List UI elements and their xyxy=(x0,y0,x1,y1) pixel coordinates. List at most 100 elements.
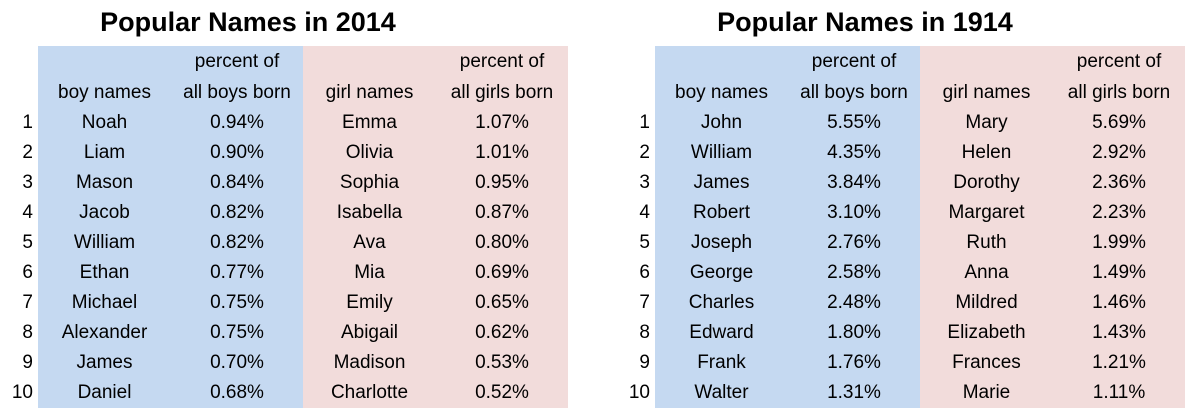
rank-cell: 3 xyxy=(625,168,655,198)
girl-percent-cell: 5.69% xyxy=(1053,108,1185,138)
girl-percent-cell: 1.11% xyxy=(1053,378,1185,408)
table-row: 3 Mason 0.84% Sophia 0.95% xyxy=(8,168,568,198)
table-row: 1 Noah 0.94% Emma 1.07% xyxy=(8,108,568,138)
girls-percent-header-line1: percent of xyxy=(436,46,568,77)
names-table-2014: percent of percent of boy names all boys… xyxy=(8,46,568,408)
girl-name-cell: Charlotte xyxy=(303,378,436,408)
boy-name-cell: Walter xyxy=(655,378,788,408)
boy-percent-cell: 3.84% xyxy=(788,168,920,198)
table-row: 8 Edward 1.80% Elizabeth 1.43% xyxy=(625,318,1185,348)
boy-name-cell: Jacob xyxy=(38,198,171,228)
table-row: 9 James 0.70% Madison 0.53% xyxy=(8,348,568,378)
boy-name-cell: Robert xyxy=(655,198,788,228)
header-spacer-cell xyxy=(625,77,655,108)
girl-names-header: girl names xyxy=(920,77,1053,108)
rank-cell: 10 xyxy=(8,378,38,408)
girl-percent-cell: 0.80% xyxy=(436,228,568,258)
rank-cell: 8 xyxy=(8,318,38,348)
header-row-1: percent of percent of xyxy=(625,46,1185,77)
table-row: 7 Charles 2.48% Mildred 1.46% xyxy=(625,288,1185,318)
boy-percent-cell: 2.76% xyxy=(788,228,920,258)
girls-percent-header-line2: all girls born xyxy=(436,77,568,108)
boy-percent-cell: 0.75% xyxy=(171,288,303,318)
boy-percent-cell: 0.77% xyxy=(171,258,303,288)
rank-cell: 7 xyxy=(8,288,38,318)
girl-percent-cell: 2.92% xyxy=(1053,138,1185,168)
boy-percent-cell: 0.90% xyxy=(171,138,303,168)
girl-name-cell: Mary xyxy=(920,108,1053,138)
table-row: 2 Liam 0.90% Olivia 1.01% xyxy=(8,138,568,168)
girl-names-header: girl names xyxy=(303,77,436,108)
boy-percent-cell: 2.48% xyxy=(788,288,920,318)
boy-name-cell: James xyxy=(655,168,788,198)
girl-percent-cell: 0.52% xyxy=(436,378,568,408)
header-spacer-cell xyxy=(8,77,38,108)
table-title-1914: Popular Names in 1914 xyxy=(717,7,1013,37)
girl-percent-cell: 1.07% xyxy=(436,108,568,138)
table-row: 9 Frank 1.76% Frances 1.21% xyxy=(625,348,1185,378)
table-title-2014: Popular Names in 2014 xyxy=(100,7,396,37)
boy-name-cell: Mason xyxy=(38,168,171,198)
names-table-block-1914: Popular Names in 1914 percent of percent… xyxy=(625,4,1185,408)
table-row: 5 William 0.82% Ava 0.80% xyxy=(8,228,568,258)
girl-name-cell: Dorothy xyxy=(920,168,1053,198)
girl-name-cell: Emma xyxy=(303,108,436,138)
boy-percent-cell: 5.55% xyxy=(788,108,920,138)
boy-name-cell: Noah xyxy=(38,108,171,138)
girl-percent-cell: 1.49% xyxy=(1053,258,1185,288)
rank-cell: 5 xyxy=(8,228,38,258)
rank-cell: 2 xyxy=(8,138,38,168)
names-table-block-2014: Popular Names in 2014 percent of percent… xyxy=(8,4,568,408)
table-row: 4 Jacob 0.82% Isabella 0.87% xyxy=(8,198,568,228)
rank-cell: 9 xyxy=(625,348,655,378)
rank-cell: 9 xyxy=(8,348,38,378)
boy-name-cell: William xyxy=(655,138,788,168)
girl-name-cell: Ruth xyxy=(920,228,1053,258)
girl-name-cell: Helen xyxy=(920,138,1053,168)
girl-name-cell: Elizabeth xyxy=(920,318,1053,348)
table-row: 3 James 3.84% Dorothy 2.36% xyxy=(625,168,1185,198)
boy-percent-cell: 0.82% xyxy=(171,228,303,258)
boy-name-cell: Ethan xyxy=(38,258,171,288)
rank-cell: 5 xyxy=(625,228,655,258)
boy-name-cell: Charles xyxy=(655,288,788,318)
boy-name-cell: Liam xyxy=(38,138,171,168)
rank-cell: 8 xyxy=(625,318,655,348)
rank-cell: 4 xyxy=(625,198,655,228)
boy-percent-cell: 0.70% xyxy=(171,348,303,378)
boy-percent-cell: 0.94% xyxy=(171,108,303,138)
boy-percent-cell: 3.10% xyxy=(788,198,920,228)
girl-percent-cell: 0.65% xyxy=(436,288,568,318)
rank-cell: 1 xyxy=(8,108,38,138)
boy-percent-cell: 1.76% xyxy=(788,348,920,378)
girl-name-cell: Ava xyxy=(303,228,436,258)
girl-name-cell: Margaret xyxy=(920,198,1053,228)
table-row: 2 William 4.35% Helen 2.92% xyxy=(625,138,1185,168)
girl-name-cell: Sophia xyxy=(303,168,436,198)
boy-percent-cell: 2.58% xyxy=(788,258,920,288)
rank-cell: 7 xyxy=(625,288,655,318)
header-spacer-cell xyxy=(38,46,171,77)
rank-cell: 10 xyxy=(625,378,655,408)
girls-percent-header-line2: all girls born xyxy=(1053,77,1185,108)
girl-percent-cell: 1.46% xyxy=(1053,288,1185,318)
boy-percent-cell: 1.31% xyxy=(788,378,920,408)
girls-percent-header-line1: percent of xyxy=(1053,46,1185,77)
table-row: 1 John 5.55% Mary 5.69% xyxy=(625,108,1185,138)
rank-cell: 1 xyxy=(625,108,655,138)
rank-cell: 3 xyxy=(8,168,38,198)
boy-name-cell: Joseph xyxy=(655,228,788,258)
girl-percent-cell: 0.95% xyxy=(436,168,568,198)
boy-name-cell: Edward xyxy=(655,318,788,348)
rank-cell: 6 xyxy=(8,258,38,288)
rank-cell: 2 xyxy=(625,138,655,168)
header-spacer-cell xyxy=(303,46,436,77)
girl-name-cell: Olivia xyxy=(303,138,436,168)
boy-percent-cell: 0.82% xyxy=(171,198,303,228)
table-row: 6 George 2.58% Anna 1.49% xyxy=(625,258,1185,288)
girl-percent-cell: 1.99% xyxy=(1053,228,1185,258)
header-row-2: boy names all boys born girl names all g… xyxy=(625,77,1185,108)
girl-percent-cell: 2.23% xyxy=(1053,198,1185,228)
girl-name-cell: Emily xyxy=(303,288,436,318)
table-row: 7 Michael 0.75% Emily 0.65% xyxy=(8,288,568,318)
